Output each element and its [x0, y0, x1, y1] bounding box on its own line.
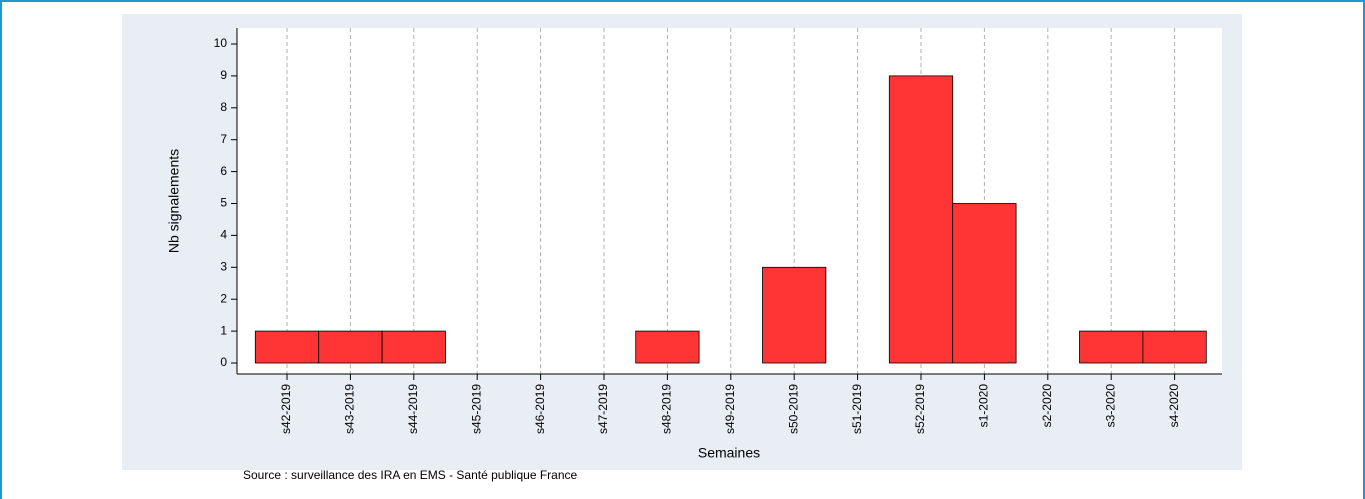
x-tick-label: s46-2019 [533, 384, 547, 434]
x-axis-title: Semaines [698, 445, 760, 461]
bar [381, 330, 446, 364]
y-tick-label: 10 [214, 36, 228, 50]
x-tick-label: s50-2019 [786, 384, 800, 434]
x-tick-label: s48-2019 [660, 384, 674, 434]
y-tick-label: 1 [220, 323, 227, 337]
bar [952, 203, 1017, 364]
y-tick-label: 0 [220, 355, 227, 369]
x-tick-label: s1-2020 [977, 384, 991, 428]
bar [762, 266, 827, 364]
x-tick-label: s43-2019 [343, 384, 357, 434]
y-tick-label: 8 [220, 100, 227, 114]
x-tick-label: s45-2019 [469, 384, 483, 434]
y-tick-label: 9 [220, 68, 227, 82]
y-tick-label: 7 [220, 132, 227, 146]
y-tick-label: 3 [220, 259, 227, 273]
y-tick-label: 4 [220, 228, 227, 242]
bar [888, 75, 954, 364]
x-tick-label: s2-2020 [1040, 384, 1054, 428]
y-tick-label: 5 [220, 196, 227, 210]
y-tick-label: 2 [220, 291, 227, 305]
x-tick-label: s51-2019 [850, 384, 864, 434]
bar [254, 330, 320, 364]
x-tick-label: s44-2019 [406, 384, 420, 434]
x-tick-label: s3-2020 [1103, 384, 1117, 428]
x-tick-label: s42-2019 [279, 384, 293, 434]
bar [1079, 330, 1144, 364]
x-tick-label: s47-2019 [596, 384, 610, 434]
bar [635, 330, 700, 364]
source-note: Source : surveillance des IRA en EMS - S… [243, 468, 578, 482]
bar [318, 330, 383, 364]
bar [1142, 330, 1207, 364]
y-axis-title: Nb signalements [166, 149, 182, 253]
x-tick-label: s52-2019 [913, 384, 927, 434]
plot-area [237, 28, 1222, 374]
x-tick-label: s4-2020 [1167, 384, 1181, 428]
x-tick-label: s49-2019 [723, 384, 737, 434]
y-tick-label: 6 [220, 164, 227, 178]
